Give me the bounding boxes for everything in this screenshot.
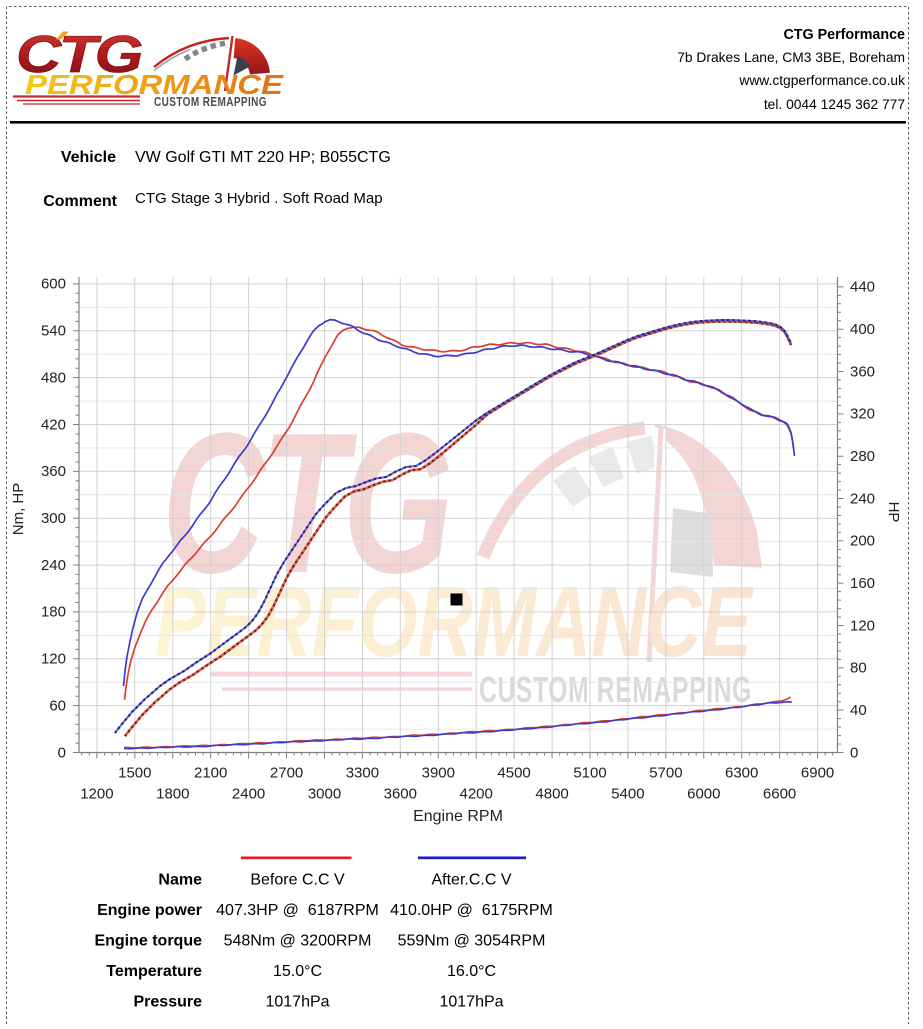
svg-text:tel. 0044 1245 362 777: tel. 0044 1245 362 777 bbox=[764, 97, 905, 112]
svg-text:PERFORMANCE: PERFORMANCE bbox=[25, 69, 285, 100]
svg-text:160: 160 bbox=[850, 575, 875, 592]
svg-text:440: 440 bbox=[850, 279, 875, 296]
svg-text:Before C.C V: Before C.C V bbox=[250, 872, 345, 889]
svg-text:480: 480 bbox=[41, 369, 66, 386]
svg-text:CUSTOM REMAPPING: CUSTOM REMAPPING bbox=[479, 669, 752, 710]
svg-text:2100: 2100 bbox=[194, 765, 227, 782]
svg-text:240: 240 bbox=[850, 490, 875, 507]
svg-text:360: 360 bbox=[850, 363, 875, 380]
svg-text:420: 420 bbox=[41, 416, 66, 433]
svg-text:180: 180 bbox=[41, 604, 66, 621]
svg-text:0: 0 bbox=[58, 744, 66, 761]
svg-text:320: 320 bbox=[850, 406, 875, 423]
svg-text:400: 400 bbox=[850, 321, 875, 338]
svg-text:6900: 6900 bbox=[801, 765, 834, 782]
svg-text:CTG Stage 3 Hybrid . Soft Road: CTG Stage 3 Hybrid . Soft Road Map bbox=[135, 190, 383, 207]
svg-text:16.0°C: 16.0°C bbox=[447, 963, 496, 980]
svg-text:5100: 5100 bbox=[573, 765, 606, 782]
svg-text:CTG: CTG bbox=[16, 26, 142, 84]
svg-text:6600: 6600 bbox=[763, 786, 796, 803]
svg-text:559Nm @ 3054RPM: 559Nm @ 3054RPM bbox=[398, 933, 546, 950]
svg-text:410.0HP @ 6175RPM: 410.0HP @ 6175RPM bbox=[390, 902, 553, 919]
svg-text:6000: 6000 bbox=[687, 786, 720, 803]
svg-text:300: 300 bbox=[41, 510, 66, 527]
svg-text:HP: HP bbox=[885, 502, 902, 523]
svg-text:Comment: Comment bbox=[43, 193, 117, 210]
svg-text:Vehicle: Vehicle bbox=[61, 149, 116, 166]
svg-text:4500: 4500 bbox=[497, 765, 530, 782]
svg-text:Engine power: Engine power bbox=[97, 902, 202, 919]
svg-text:Temperature: Temperature bbox=[106, 963, 202, 980]
svg-text:0: 0 bbox=[850, 744, 858, 761]
svg-text:548Nm @ 3200RPM: 548Nm @ 3200RPM bbox=[224, 933, 372, 950]
svg-text:40: 40 bbox=[850, 702, 867, 719]
svg-text:240: 240 bbox=[41, 557, 66, 574]
svg-text:540: 540 bbox=[41, 323, 66, 340]
svg-text:15.0°C: 15.0°C bbox=[273, 963, 322, 980]
svg-text:CUSTOM REMAPPING: CUSTOM REMAPPING bbox=[154, 95, 267, 109]
svg-text:Name: Name bbox=[158, 872, 202, 889]
svg-text:1200: 1200 bbox=[80, 786, 113, 803]
svg-text:Engine RPM: Engine RPM bbox=[413, 808, 503, 825]
svg-text:280: 280 bbox=[850, 448, 875, 465]
svg-text:1500: 1500 bbox=[118, 765, 151, 782]
svg-text:5400: 5400 bbox=[611, 786, 644, 803]
svg-text:6300: 6300 bbox=[725, 765, 758, 782]
svg-text:1017hPa: 1017hPa bbox=[265, 994, 329, 1011]
svg-text:Nm, HP: Nm, HP bbox=[10, 483, 27, 536]
svg-text:60: 60 bbox=[49, 697, 66, 714]
svg-text:Engine torque: Engine torque bbox=[94, 933, 202, 950]
svg-text:VW Golf GTI MT 220 HP; B055CTG: VW Golf GTI MT 220 HP; B055CTG bbox=[135, 149, 391, 166]
svg-text:3000: 3000 bbox=[308, 786, 341, 803]
svg-text:After.C.C V: After.C.C V bbox=[431, 872, 511, 889]
svg-text:4800: 4800 bbox=[535, 786, 568, 803]
svg-text:2400: 2400 bbox=[232, 786, 265, 803]
svg-text:7b Drakes Lane, CM3 3BE, Boreh: 7b Drakes Lane, CM3 3BE, Boreham bbox=[677, 50, 905, 65]
svg-text:80: 80 bbox=[850, 660, 867, 677]
svg-text:4200: 4200 bbox=[460, 786, 493, 803]
svg-text:Pressure: Pressure bbox=[134, 994, 203, 1011]
svg-text:1017hPa: 1017hPa bbox=[439, 994, 503, 1011]
svg-text:PERFORMANCE: PERFORMANCE bbox=[155, 566, 755, 678]
svg-text:120: 120 bbox=[850, 617, 875, 634]
svg-text:600: 600 bbox=[41, 276, 66, 293]
svg-text:5700: 5700 bbox=[649, 765, 682, 782]
svg-text:3900: 3900 bbox=[422, 765, 455, 782]
svg-text:1800: 1800 bbox=[156, 786, 189, 803]
svg-text:200: 200 bbox=[850, 533, 875, 550]
svg-text:3300: 3300 bbox=[346, 765, 379, 782]
svg-text:407.3HP @ 6187RPM: 407.3HP @ 6187RPM bbox=[216, 902, 379, 919]
svg-text:120: 120 bbox=[41, 651, 66, 668]
svg-text:360: 360 bbox=[41, 463, 66, 480]
svg-text:3600: 3600 bbox=[384, 786, 417, 803]
svg-text:2700: 2700 bbox=[270, 765, 303, 782]
svg-text:CTG Performance: CTG Performance bbox=[783, 27, 905, 43]
svg-text:www.ctgperformance.co.uk: www.ctgperformance.co.uk bbox=[738, 73, 905, 88]
